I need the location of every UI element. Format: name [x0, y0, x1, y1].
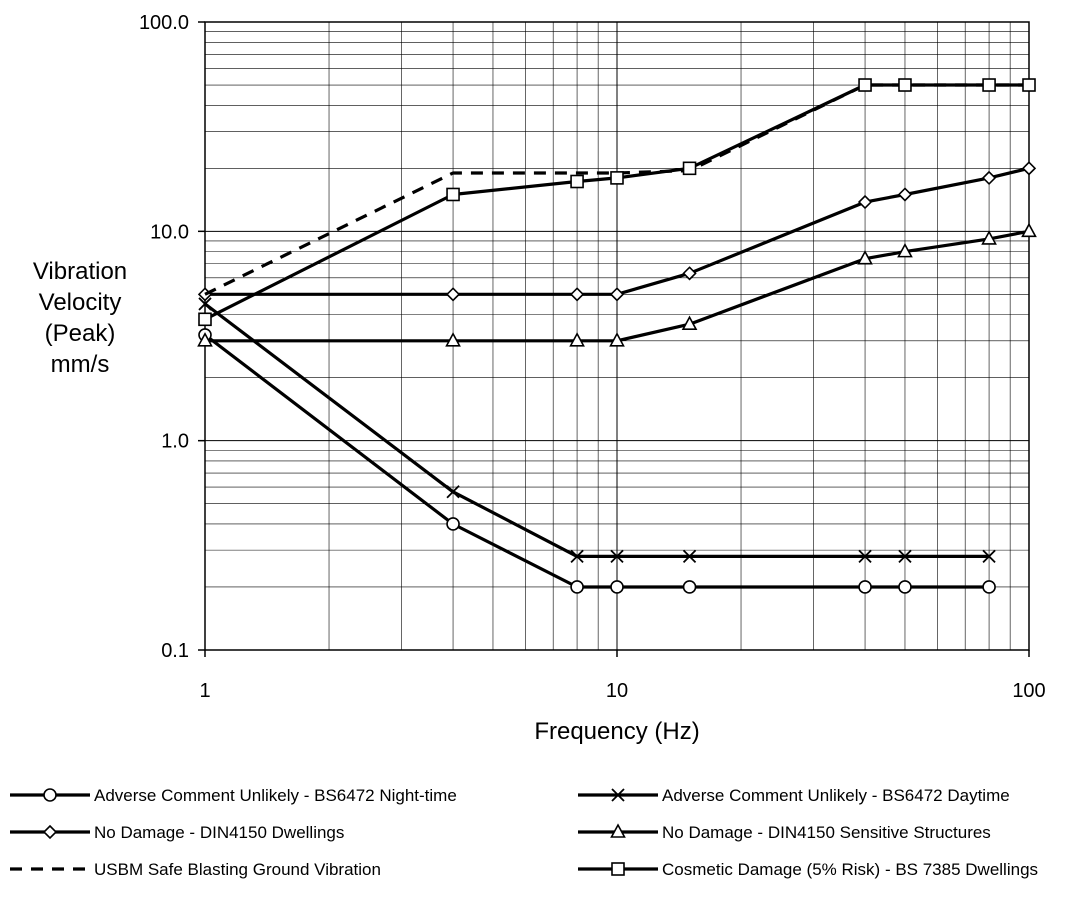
legend-marker-x: [611, 788, 625, 802]
data-point-square: [198, 312, 212, 327]
x-tick-label: 10: [606, 680, 628, 702]
y-axis-title-line: Vibration: [33, 258, 127, 285]
y-axis-title-line: mm/s: [51, 351, 110, 378]
data-point-circle: [610, 580, 624, 594]
y-tick-label: 10.0: [150, 221, 189, 243]
data-point-triangle: [857, 250, 873, 265]
data-point-square: [858, 78, 872, 92]
data-point-diamond: [857, 194, 873, 210]
x-tick-label: 1: [199, 680, 210, 702]
series-6: [198, 78, 1036, 327]
legend-label: Adverse Comment Unlikely - BS6472 Daytim…: [662, 786, 1010, 805]
y-tick-label: 1.0: [161, 431, 189, 453]
data-point-x: [982, 549, 996, 564]
legend-item: Adverse Comment Unlikely - BS6472 Daytim…: [578, 786, 1010, 805]
y-axis-title-line: Velocity: [39, 289, 122, 316]
data-point-diamond: [682, 266, 697, 281]
data-point-square: [446, 187, 460, 202]
legend-marker-diamond: [42, 824, 58, 840]
x-tick-label: 100: [1012, 680, 1045, 702]
y-axis-title-line: (Peak): [45, 320, 116, 347]
data-point-circle: [570, 580, 584, 594]
data-point-x: [682, 549, 697, 564]
series-3: [197, 161, 1037, 302]
data-point-square: [898, 78, 912, 92]
legend-marker-square: [611, 862, 625, 876]
data-point-triangle: [445, 332, 461, 347]
y-tick-label: 100.0: [139, 12, 189, 34]
series-4: [197, 222, 1037, 347]
legend-item: Adverse Comment Unlikely - BS6472 Night-…: [10, 786, 457, 805]
data-point-triangle: [1021, 222, 1037, 238]
legend-label: Cosmetic Damage (5% Risk) - BS 7385 Dwel…: [662, 860, 1038, 879]
data-point-x: [898, 549, 912, 564]
series-2: [198, 297, 996, 564]
data-point-diamond: [609, 287, 625, 302]
legend-item: No Damage - DIN4150 Sensitive Structures: [578, 823, 991, 842]
data-point-circle: [982, 580, 996, 594]
y-tick-label: 0.1: [161, 640, 189, 662]
data-point-diamond: [1021, 161, 1037, 176]
x-axis-title: Frequency (Hz): [534, 718, 699, 745]
data-point-circle: [898, 580, 912, 594]
legend-item: No Damage - DIN4150 Dwellings: [10, 823, 344, 842]
data-point-diamond: [569, 287, 585, 302]
legend-label: No Damage - DIN4150 Dwellings: [94, 823, 344, 842]
data-point-x: [570, 549, 584, 564]
data-point-triangle: [981, 230, 997, 245]
data-point-square: [570, 174, 584, 189]
series-1: [198, 328, 996, 594]
legend-marker-circle: [43, 788, 57, 802]
data-point-triangle: [681, 315, 698, 331]
data-point-triangle: [569, 332, 585, 347]
data-point-square: [682, 161, 697, 176]
data-point-x: [446, 485, 460, 499]
legend-marker-triangle: [610, 823, 626, 838]
data-point-x: [198, 297, 212, 311]
data-point-x: [610, 549, 624, 564]
legend: Adverse Comment Unlikely - BS6472 Night-…: [10, 786, 1038, 879]
legend-item: Cosmetic Damage (5% Risk) - BS 7385 Dwel…: [578, 860, 1038, 879]
data-point-diamond: [897, 187, 913, 202]
data-point-square: [982, 78, 996, 92]
legend-label: USBM Safe Blasting Ground Vibration: [94, 860, 381, 879]
data-point-x: [858, 549, 872, 564]
tick-labels: 0.1 1.0 10.0 100.0 1 10 100: [139, 12, 1046, 702]
y-axis-title: Vibration Velocity (Peak) mm/s: [33, 258, 127, 378]
data-point-triangle: [197, 332, 213, 347]
series-line: [204, 302, 990, 559]
grid: [204, 22, 1029, 651]
data-point-square: [1022, 78, 1036, 92]
data-point-circle: [446, 517, 460, 531]
data-point-triangle: [897, 242, 913, 258]
series-group: [197, 78, 1037, 594]
data-point-circle: [858, 580, 872, 594]
data-point-circle: [682, 580, 697, 594]
data-point-diamond: [445, 287, 461, 302]
legend-label: No Damage - DIN4150 Sensitive Structures: [662, 823, 991, 842]
data-point-triangle: [609, 332, 625, 347]
legend-item: USBM Safe Blasting Ground Vibration: [10, 860, 381, 879]
data-point-diamond: [981, 170, 997, 186]
data-point-square: [610, 171, 624, 185]
legend-label: Adverse Comment Unlikely - BS6472 Night-…: [94, 786, 457, 805]
